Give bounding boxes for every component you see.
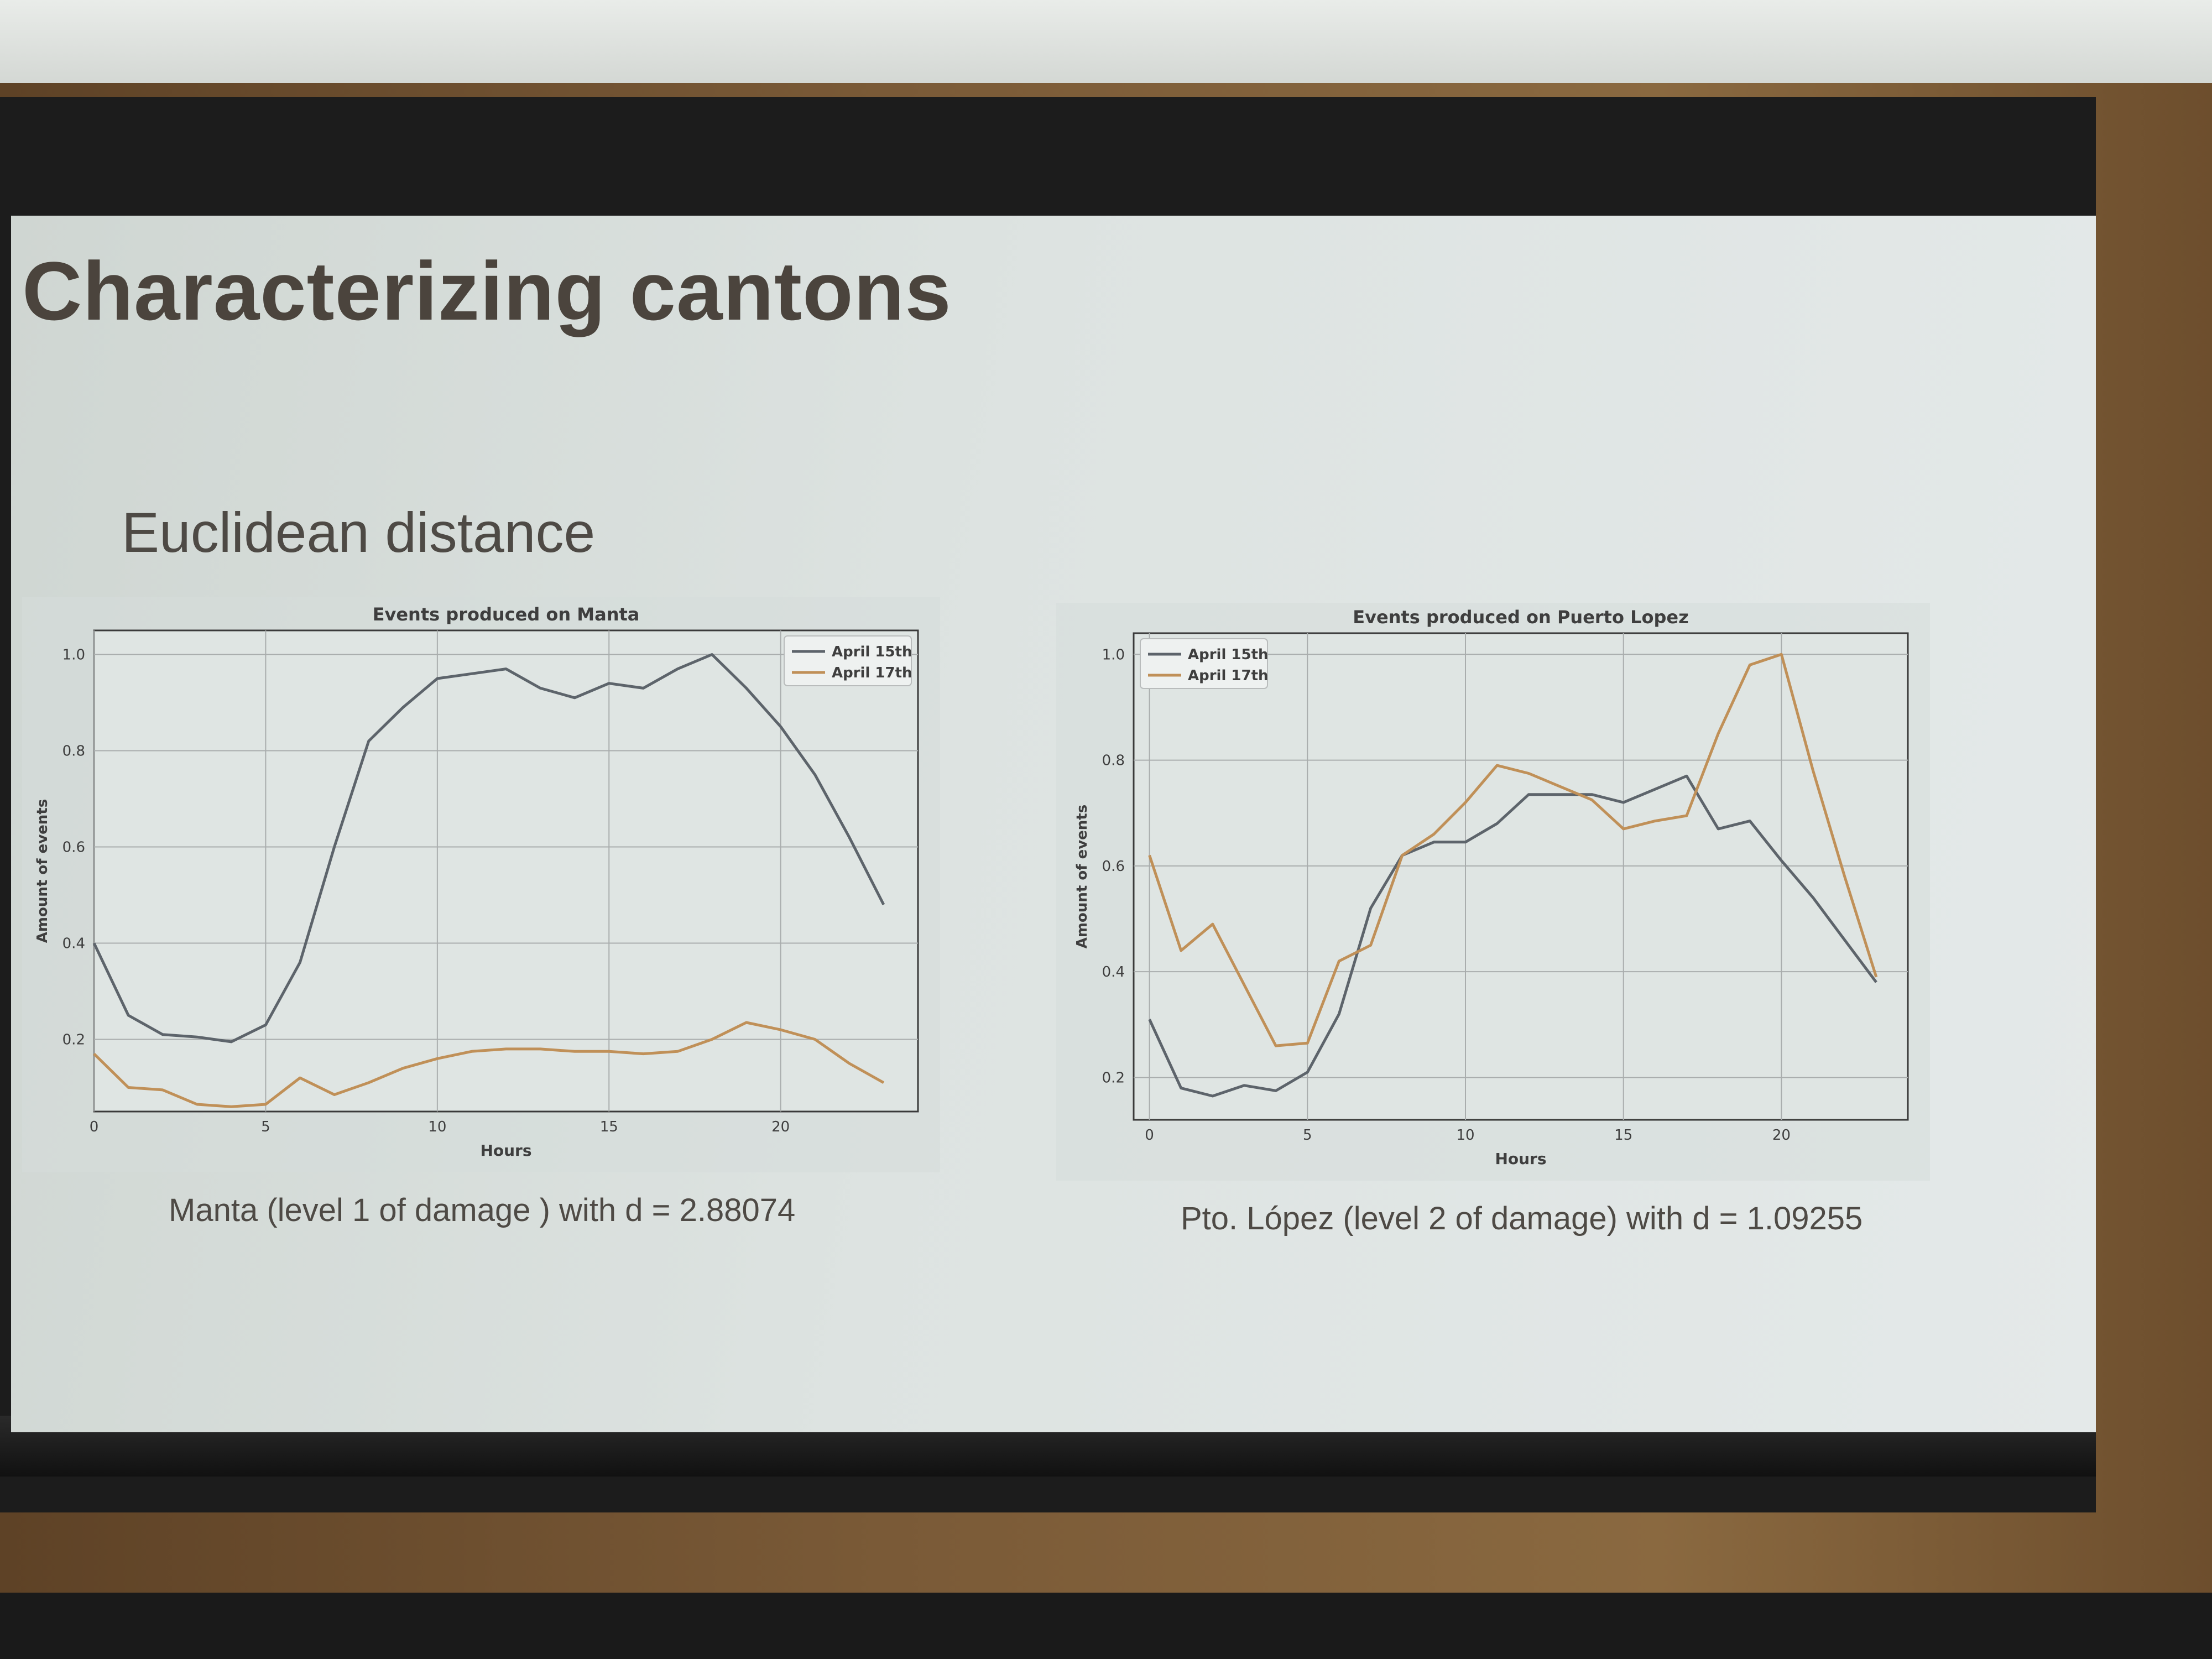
- legend-label: April 15th: [1188, 646, 1269, 663]
- series-line-april-15th: [92, 653, 885, 1044]
- manta-chart: 0 5 10 15 20 0.2 0.4 0.6 0.8 1.0 Events produced o…: [22, 597, 940, 1172]
- x-tick-label: 0: [1145, 1127, 1154, 1144]
- x-tick-label: 0: [90, 1119, 99, 1135]
- x-tick-label: 5: [261, 1119, 270, 1135]
- x-tick-label: 5: [1303, 1127, 1312, 1144]
- series-line-april-15th: [1148, 774, 1877, 1098]
- y-axis-label: Amount of events: [34, 799, 51, 943]
- slide-title: Characterizing cantons: [22, 244, 952, 337]
- x-tick-label: 20: [771, 1119, 790, 1135]
- y-tick-label: 0.2: [1102, 1070, 1125, 1086]
- plot-area-frame: [1133, 632, 1909, 1121]
- y-axis-label: Amount of events: [1074, 805, 1091, 948]
- x-tick-label: 10: [428, 1119, 446, 1135]
- y-tick-label: 0.8: [1102, 753, 1125, 769]
- y-tick-label: 1.0: [62, 647, 85, 664]
- y-tick-label: 0.6: [62, 839, 85, 856]
- y-tick-label: 0.2: [62, 1032, 85, 1048]
- y-tick-label: 0.8: [62, 743, 85, 760]
- x-tick-label: 15: [600, 1119, 618, 1135]
- floor-strip: [0, 1593, 2212, 1659]
- x-tick-label: 10: [1456, 1127, 1474, 1144]
- x-axis-label: Hours: [1495, 1150, 1546, 1168]
- x-axis-label: Hours: [480, 1141, 531, 1160]
- puerto-lopez-chart: 0 5 10 15 20 0.2 0.4 0.6 0.8 1.0 Events produced o…: [1056, 603, 1930, 1181]
- series-line-april-17th: [93, 1021, 885, 1108]
- x-tick-label: 15: [1614, 1127, 1632, 1144]
- y-tick-label: 0.4: [1102, 964, 1125, 980]
- chart-title: Events produced on Manta: [373, 604, 640, 625]
- manta-caption: Manta (level 1 of damage ) with d = 2.88…: [169, 1192, 796, 1228]
- y-tick-label: 1.0: [1102, 646, 1125, 663]
- series-line-april-17th: [1148, 653, 1878, 1047]
- y-tick-label: 0.4: [62, 936, 85, 952]
- legend-label: April 17th: [1188, 667, 1269, 684]
- legend-label: April 15th: [832, 644, 912, 660]
- chart-title: Events produced on Puerto Lopez: [1353, 607, 1688, 628]
- x-tick-label: 20: [1772, 1127, 1791, 1144]
- y-tick-label: 0.6: [1102, 858, 1125, 875]
- legend-label: April 17th: [832, 665, 912, 681]
- puerto-lopez-caption: Pto. López (level 2 of damage) with d = …: [1181, 1201, 1863, 1237]
- slide-subtitle: Euclidean distance: [122, 501, 596, 564]
